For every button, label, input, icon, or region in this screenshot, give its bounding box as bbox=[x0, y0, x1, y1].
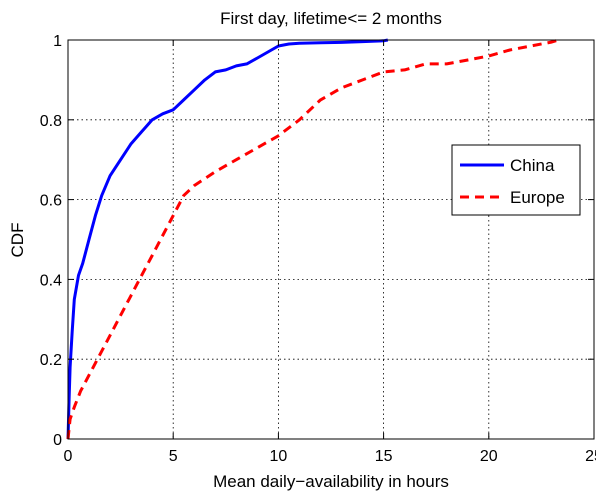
legend-label-china: China bbox=[510, 156, 555, 175]
y-tick-label: 1 bbox=[53, 33, 62, 50]
x-tick-label: 0 bbox=[64, 448, 73, 465]
legend-label-europe: Europe bbox=[510, 188, 565, 207]
x-tick-label: 10 bbox=[270, 448, 288, 465]
y-tick-label: 0.8 bbox=[40, 113, 62, 130]
series-line-china bbox=[66, 38, 389, 440]
y-tick-label: 0.6 bbox=[40, 193, 62, 210]
y-tick-label: 0 bbox=[53, 432, 62, 449]
legend: China Europe bbox=[451, 144, 581, 216]
grid bbox=[68, 40, 594, 439]
x-axis-label: Mean daily−availability in hours bbox=[213, 472, 449, 491]
x-tick-label: 5 bbox=[169, 448, 178, 465]
y-tick-label: 0.2 bbox=[40, 352, 62, 369]
x-tick-label: 15 bbox=[375, 448, 393, 465]
plot-area-frame bbox=[67, 39, 595, 440]
series-line-europe bbox=[66, 38, 559, 440]
axes: 0 5 10 15 20 25 0 0.2 0.4 0.6 0.8 1 bbox=[40, 33, 596, 465]
legend-box bbox=[451, 144, 581, 216]
x-tick-label: 20 bbox=[480, 448, 498, 465]
chart-title: First day, lifetime<= 2 months bbox=[220, 9, 442, 28]
y-tick-label: 0.4 bbox=[40, 272, 62, 289]
y-axis-label: CDF bbox=[8, 223, 27, 258]
x-tick-label: 25 bbox=[585, 448, 596, 465]
series-layer bbox=[66, 38, 559, 440]
